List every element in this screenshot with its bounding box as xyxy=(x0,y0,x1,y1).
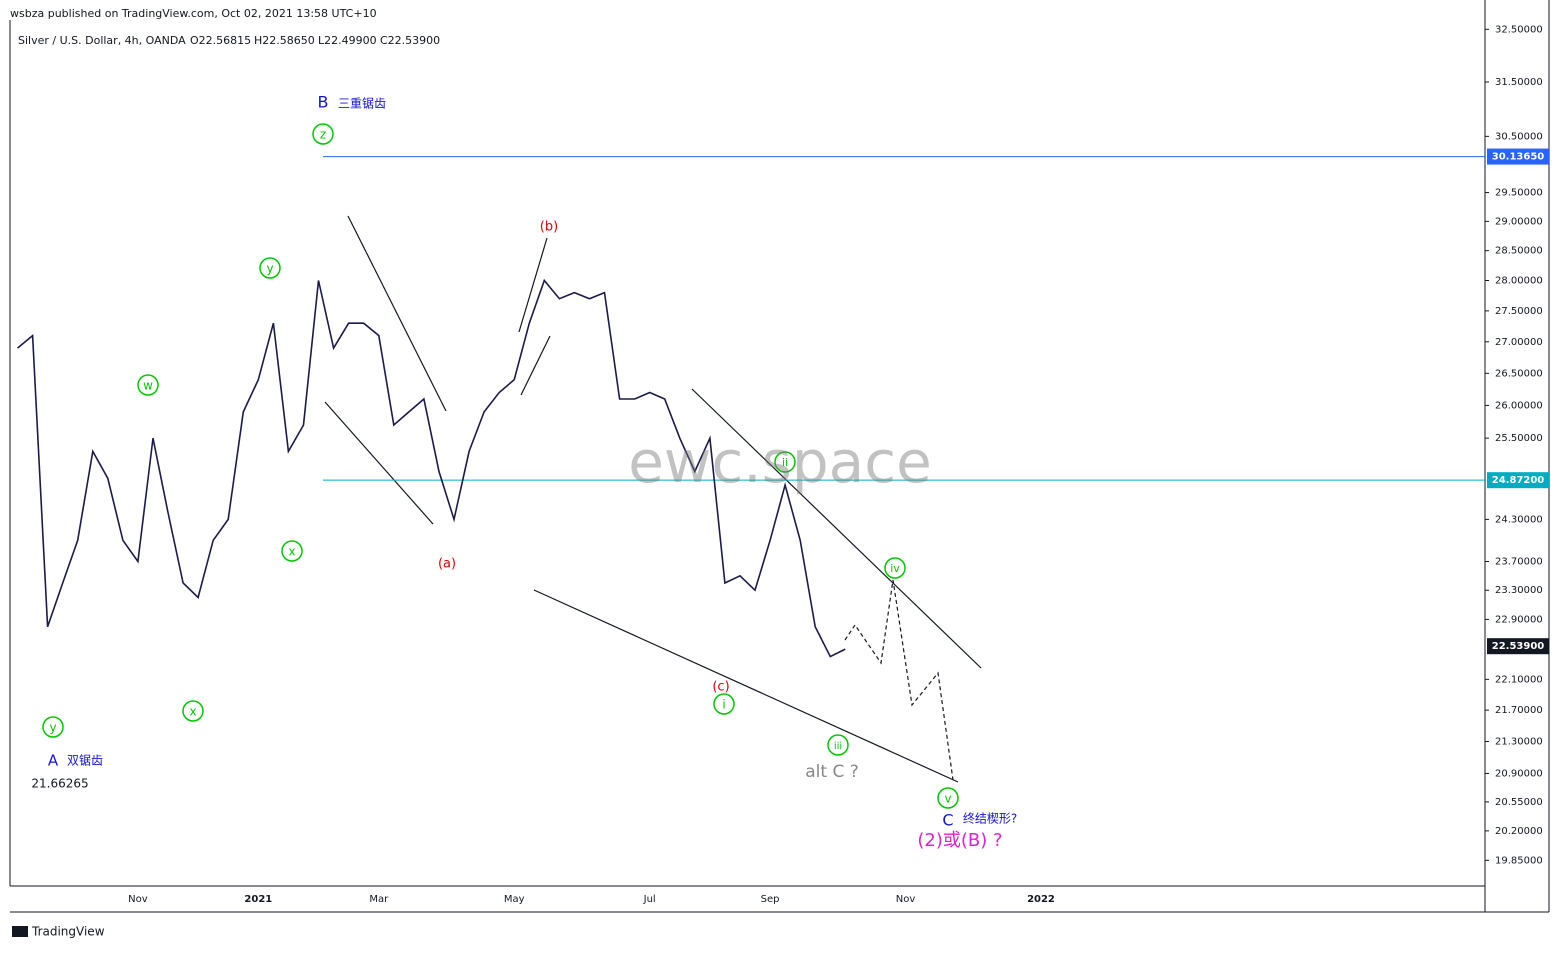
y-tick-label: 28.00000 xyxy=(1495,276,1543,287)
annotation: z xyxy=(320,128,326,142)
annotation: (a) xyxy=(438,557,456,572)
wave-circle xyxy=(137,374,159,396)
annotation: (b) xyxy=(540,220,558,235)
wave-circle xyxy=(827,734,849,756)
projection-path xyxy=(844,579,954,781)
annotation: y xyxy=(266,262,273,276)
y-tick-label: 20.90000 xyxy=(1495,768,1543,779)
annotation: B xyxy=(318,93,329,112)
x-tick-label: Sep xyxy=(761,894,780,905)
x-tick-label: May xyxy=(504,894,525,905)
annotation: C xyxy=(942,811,953,830)
annotation: iv xyxy=(890,562,900,575)
price-tag xyxy=(1487,148,1549,165)
y-tick-label: 31.50000 xyxy=(1495,77,1543,88)
y-tick-label: 20.55000 xyxy=(1495,797,1543,808)
ohlc-low: L22.49900 xyxy=(318,34,377,47)
y-tick-label: 29.00000 xyxy=(1495,216,1543,227)
y-tick-label: 32.50000 xyxy=(1495,24,1543,35)
annotation: 三重锯齿 xyxy=(338,96,386,111)
x-tick-label: Nov xyxy=(128,894,148,905)
annotation: x xyxy=(288,545,295,559)
y-tick-label: 26.00000 xyxy=(1495,400,1543,411)
ohlc-close: C22.53900 xyxy=(380,34,440,47)
annotation: x xyxy=(189,705,196,719)
wave-circle xyxy=(281,540,303,562)
y-tick-label: 21.30000 xyxy=(1495,736,1543,747)
x-tick-label: Nov xyxy=(896,894,916,905)
wave-circle xyxy=(937,787,959,809)
annotation: (c) xyxy=(712,680,729,695)
y-tick-label: 27.00000 xyxy=(1495,337,1543,348)
annotation: ewc.space xyxy=(628,428,932,496)
x-tick-label: 2022 xyxy=(1027,894,1055,905)
annotation: 21.66265 xyxy=(31,777,88,791)
published: wsbza published on TradingView.com, Oct … xyxy=(10,7,377,20)
symbol: Silver / U.S. Dollar, 4h, OANDA xyxy=(18,34,186,47)
annotation: v xyxy=(944,792,951,806)
ohlc-open: O22.56815 xyxy=(190,34,251,47)
wave-circle xyxy=(884,557,906,579)
y-tick-label: 21.70000 xyxy=(1495,705,1543,716)
wave-circle xyxy=(774,451,796,473)
y-tick-label: 22.90000 xyxy=(1495,614,1543,625)
y-tick-label: 29.50000 xyxy=(1495,188,1543,199)
y-tick-label: 19.85000 xyxy=(1495,855,1543,866)
annotation: ii xyxy=(782,456,788,469)
annotation: (2)或(B) ? xyxy=(917,830,1002,851)
wave-circle xyxy=(713,693,735,715)
y-tick-label: 22.10000 xyxy=(1495,674,1543,685)
annotation: 终结楔形? xyxy=(963,811,1017,826)
price-tag xyxy=(1487,638,1549,655)
price-tag-label: 22.53900 xyxy=(1492,641,1545,652)
y-tick-label: 23.70000 xyxy=(1495,557,1543,568)
y-tick-label: 27.50000 xyxy=(1495,306,1543,317)
price-tag-label: 24.87200 xyxy=(1492,475,1545,486)
price-tag-label: 30.13650 xyxy=(1492,152,1545,163)
x-tick-label: Mar xyxy=(369,894,389,905)
ohlc-high: H22.58650 xyxy=(254,34,315,47)
y-tick-label: 24.30000 xyxy=(1495,514,1543,525)
y-tick-label: 26.50000 xyxy=(1495,368,1543,379)
y-tick-label: 28.50000 xyxy=(1495,246,1543,257)
annotation: 双锯齿 xyxy=(67,753,103,768)
y-tick-label: 23.30000 xyxy=(1495,585,1543,596)
brand: TradingView xyxy=(31,925,105,939)
annotation: A xyxy=(48,752,59,770)
y-tick-label: 20.20000 xyxy=(1495,826,1543,837)
x-tick-label: Jul xyxy=(643,894,656,905)
annotation: y xyxy=(49,721,56,735)
trend-lines xyxy=(324,215,982,783)
annotation: iii xyxy=(834,741,842,752)
annotation: alt C ? xyxy=(805,762,859,782)
price-tag xyxy=(1487,472,1549,489)
price-line xyxy=(16,278,846,658)
brand-logo xyxy=(12,926,28,937)
x-tick-label: 2021 xyxy=(244,894,272,905)
wave-circle xyxy=(259,257,281,279)
y-tick-label: 25.50000 xyxy=(1495,433,1543,444)
wave-circle xyxy=(312,123,334,145)
wave-circle xyxy=(182,700,204,722)
wave-circle xyxy=(42,716,64,738)
annotation: i xyxy=(722,698,725,712)
y-tick-label: 30.50000 xyxy=(1495,131,1543,142)
annotation: w xyxy=(143,379,153,393)
